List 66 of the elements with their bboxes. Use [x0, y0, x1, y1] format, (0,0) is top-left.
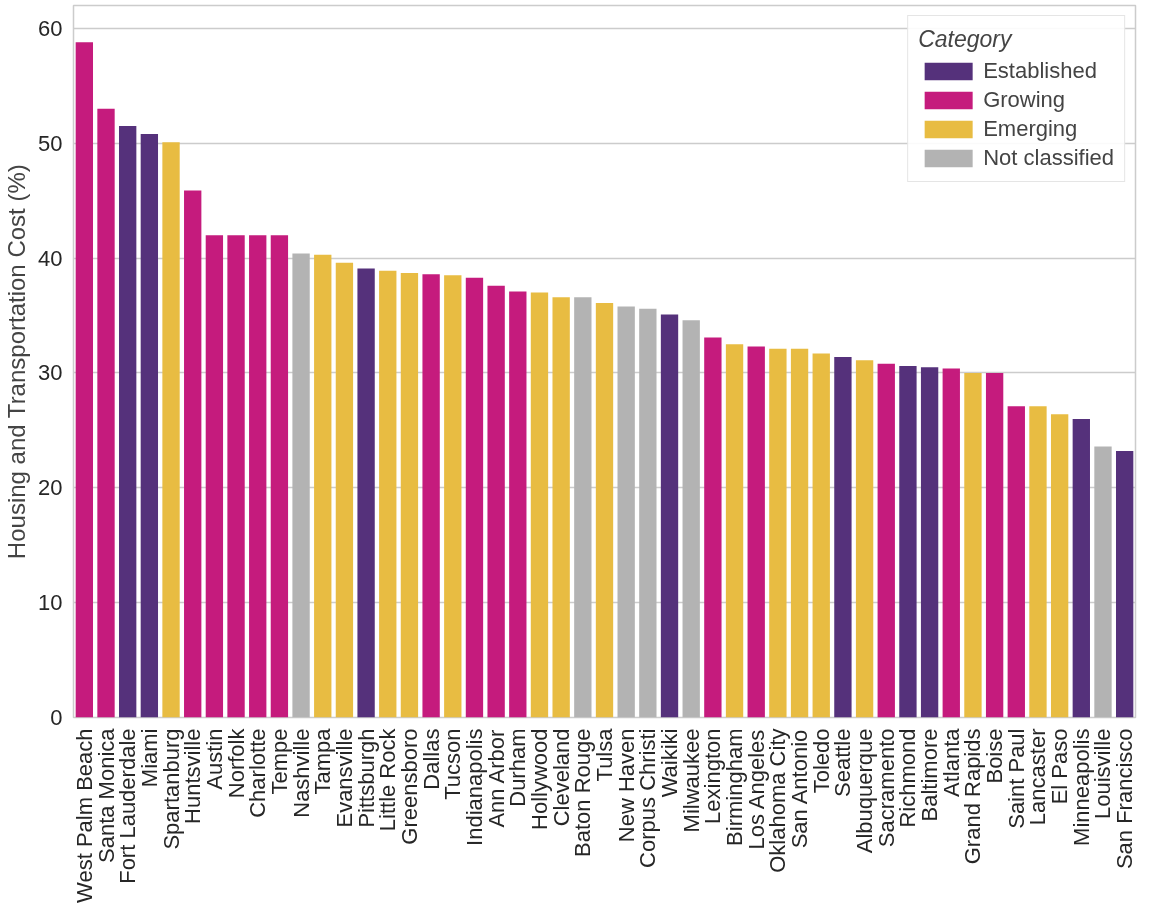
bar	[985, 372, 1004, 718]
y-tick-label: 40	[38, 245, 63, 271]
bar	[162, 142, 180, 718]
bar	[335, 262, 354, 718]
bar	[227, 235, 245, 718]
bar	[595, 302, 614, 718]
bar	[920, 367, 939, 718]
bar	[1029, 406, 1047, 718]
y-axis-title: Housing and Transportation Cost (%)	[3, 164, 31, 560]
bar	[75, 42, 94, 718]
bar	[1072, 418, 1090, 718]
y-tick-label: 20	[38, 475, 63, 501]
bar	[270, 235, 289, 718]
bar	[422, 274, 440, 718]
bar	[1050, 414, 1069, 718]
bar	[834, 356, 852, 718]
legend-title: Category	[918, 26, 1014, 53]
legend-label: Growing	[983, 87, 1066, 113]
bar	[725, 344, 744, 718]
bar	[97, 108, 115, 718]
x-tick-label: Baton Rouge	[570, 728, 596, 857]
bar	[1115, 451, 1134, 718]
bar	[855, 360, 874, 718]
bar	[942, 368, 960, 718]
bar	[140, 134, 159, 718]
x-tick-label: San Francisco	[1112, 728, 1138, 870]
y-tick-label: 0	[50, 705, 63, 730]
legend-label: Established	[983, 58, 1097, 84]
bar	[877, 363, 895, 718]
bar	[465, 277, 484, 718]
bar	[899, 366, 917, 718]
bar	[552, 297, 570, 718]
bar	[249, 235, 267, 718]
y-tick-label: 10	[38, 590, 63, 616]
bar	[205, 235, 224, 718]
bar	[660, 314, 679, 718]
bar	[769, 348, 787, 718]
bar	[682, 320, 700, 718]
bar	[119, 126, 137, 718]
legend-label: Emerging	[983, 116, 1078, 142]
bar	[530, 292, 549, 718]
y-tick-label: 50	[38, 130, 63, 156]
y-tick-label: 60	[38, 15, 63, 41]
bar	[1094, 446, 1112, 718]
bar	[1007, 406, 1025, 718]
bar	[639, 308, 657, 718]
bar	[790, 348, 809, 718]
y-tick-label: 30	[38, 360, 63, 386]
bar	[184, 190, 202, 718]
legend-label: Not classified	[983, 145, 1114, 171]
bar	[812, 353, 830, 718]
x-tick-label: Pittsburgh	[353, 728, 379, 828]
bar	[704, 337, 722, 718]
bar	[292, 253, 310, 718]
bar	[379, 270, 397, 718]
bar	[574, 297, 592, 718]
bar	[314, 254, 332, 718]
bar	[487, 285, 505, 718]
bar	[964, 372, 982, 718]
bar	[444, 275, 462, 718]
bar	[747, 346, 765, 718]
bar	[400, 273, 419, 718]
bar	[617, 306, 635, 718]
x-tick-label: Tampa	[310, 727, 336, 795]
bar	[509, 291, 527, 718]
bar	[357, 268, 375, 718]
